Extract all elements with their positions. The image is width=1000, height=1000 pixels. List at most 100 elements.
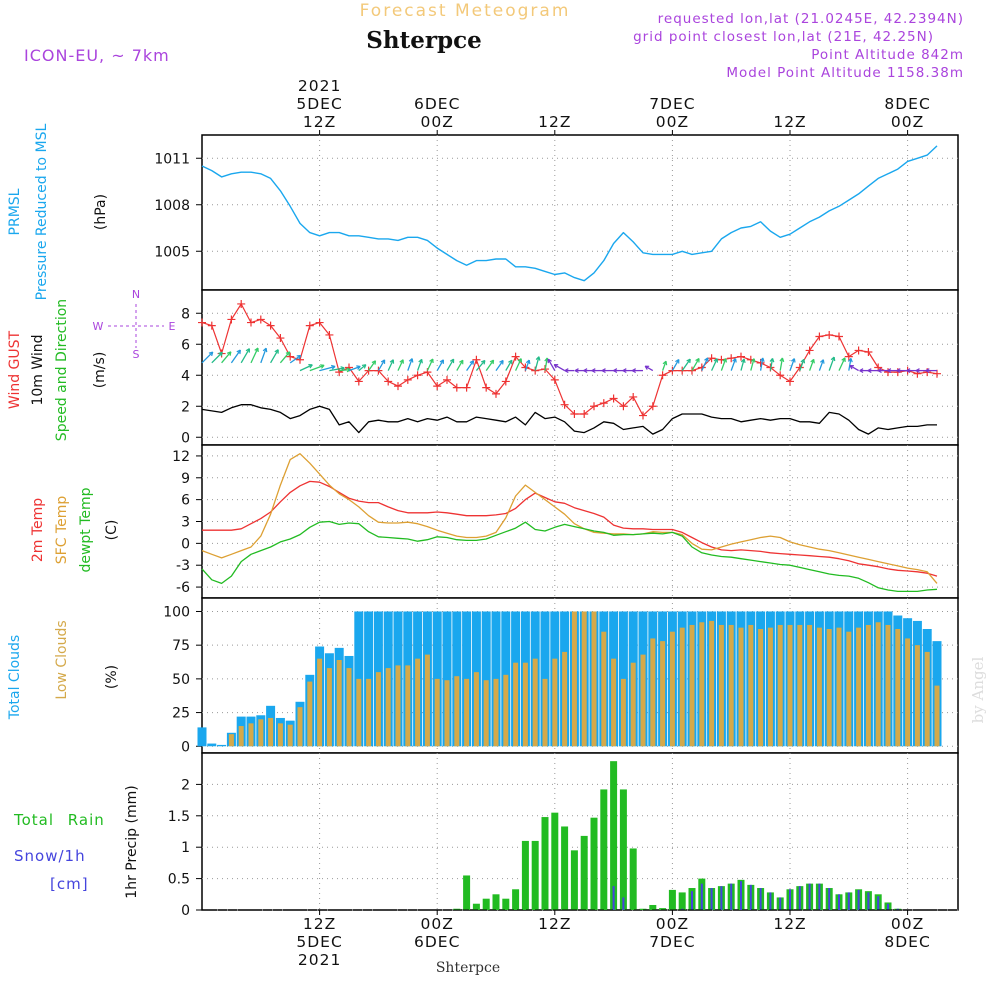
gust-marker: [629, 392, 638, 401]
wind-arrow: [799, 359, 805, 371]
wind-arrowhead: [686, 358, 691, 364]
top-time-label: 2021: [298, 77, 341, 95]
gust-marker: [266, 321, 275, 330]
wind-arrow: [466, 360, 475, 371]
low-cloud-bar: [816, 627, 822, 747]
pressure-ylabel-1: PRMSL: [7, 188, 23, 235]
low-cloud-bar: [356, 678, 362, 747]
snow-bar: [730, 883, 733, 910]
low-cloud-bar: [297, 707, 303, 747]
rain-bar: [551, 812, 559, 910]
gust-marker: [590, 402, 598, 411]
model-altitude: Model Point Altitude 1158.38m: [726, 65, 964, 81]
compass-south: S: [133, 348, 140, 361]
low-cloud-bar: [630, 662, 636, 747]
wind-arrow: [644, 365, 654, 372]
low-cloud-bar: [287, 724, 293, 747]
gust-marker: [580, 410, 589, 418]
wind-arrow: [416, 359, 423, 371]
gust-marker: [403, 375, 412, 384]
total-cloud-bar: [481, 611, 491, 747]
bottom-time-label: 2021: [298, 951, 341, 969]
top-time-label: 7DEC: [649, 95, 695, 113]
wind-arrowhead: [480, 359, 486, 365]
snow-bar: [896, 908, 899, 910]
low-cloud-bar: [228, 734, 234, 747]
wind-arrow: [515, 358, 522, 371]
y-tick-label: 1005: [154, 244, 190, 260]
wind-arrow: [759, 357, 764, 371]
bottom-time-label: 12Z: [538, 915, 571, 933]
low-cloud-bar: [718, 624, 724, 747]
top-time-label: 00Z: [656, 113, 689, 131]
low-cloud-bar: [748, 624, 754, 747]
wind-arrowhead: [644, 365, 650, 370]
low-cloud-bar: [640, 654, 646, 747]
rain-bar: [639, 908, 647, 910]
snow-bar: [818, 883, 821, 910]
wind-panel: 0 2 4 6 8 Wind GUST 10m Wind Speed and Directio…: [7, 288, 959, 446]
wind-arrowhead: [547, 358, 552, 364]
wind-arrowhead: [218, 351, 223, 357]
y-tick-label: 8: [181, 306, 190, 322]
low-cloud-bar: [571, 611, 577, 747]
low-cloud-bar: [454, 676, 460, 747]
snow-bar: [720, 886, 723, 910]
low-cloud-bar: [424, 654, 430, 747]
wind-arrowhead: [800, 358, 806, 364]
wind-arrow: [485, 359, 495, 371]
wind-ylabel-speed: 10m Wind: [30, 334, 46, 405]
y-tick-label: 6: [181, 337, 190, 353]
low-cloud-bar: [307, 681, 313, 747]
y-tick-label: 0: [181, 536, 190, 552]
snow-bar: [789, 889, 791, 910]
low-cloud-bar: [669, 631, 675, 747]
wind-arrow: [289, 354, 302, 364]
wind-arrowhead: [254, 347, 259, 353]
y-tick-label: 3: [181, 515, 190, 531]
wind-arrow: [368, 360, 377, 371]
wind-arrowhead: [408, 358, 414, 363]
wind-arrowhead: [830, 356, 836, 362]
wind-arrow: [319, 365, 336, 372]
bottom-time-label: 00Z: [421, 915, 454, 933]
rain-bar: [512, 889, 520, 910]
gust-marker: [247, 318, 255, 327]
wind-arrow: [446, 358, 455, 371]
wind-arrow: [750, 358, 755, 371]
rain-bar: [610, 761, 618, 910]
low-cloud-bar: [875, 622, 881, 747]
low-cloud-bar: [728, 624, 734, 747]
gust-marker: [315, 318, 324, 327]
wind-arrow: [329, 367, 345, 372]
gust-marker: [805, 346, 814, 355]
wind-arrow: [701, 357, 709, 371]
wind-arrowhead: [810, 358, 815, 364]
y-tick-label: -3: [176, 558, 190, 574]
wind-arrowhead: [208, 351, 214, 357]
gust-marker: [433, 382, 442, 391]
low-cloud-bar: [591, 611, 597, 747]
wind-arrowhead: [296, 354, 302, 360]
wind-arrowhead: [631, 368, 636, 374]
wind-arrow: [661, 360, 667, 371]
gust-marker: [482, 383, 491, 392]
temp-dewpt-line: [201, 520, 938, 593]
wind-arrowhead: [320, 364, 325, 369]
top-time-label: 12Z: [303, 113, 336, 131]
gust-marker: [825, 330, 834, 339]
rain-bar: [659, 908, 667, 910]
rain-bar: [541, 817, 549, 910]
wind-arrowhead: [887, 368, 892, 374]
snow-bar: [857, 889, 860, 910]
low-cloud-bar: [375, 672, 381, 747]
compass-north: N: [132, 288, 140, 301]
wind-arrowhead: [769, 358, 775, 363]
grid-point: grid point closest lon,lat (21E, 42.25N): [633, 29, 934, 45]
wind-arrowhead: [517, 358, 523, 363]
wind-arrowhead: [574, 368, 579, 374]
bottom-time-label: 8DEC: [884, 933, 930, 951]
y-tick-label: 2: [181, 399, 190, 415]
footer-location: Shterpce: [436, 960, 500, 976]
